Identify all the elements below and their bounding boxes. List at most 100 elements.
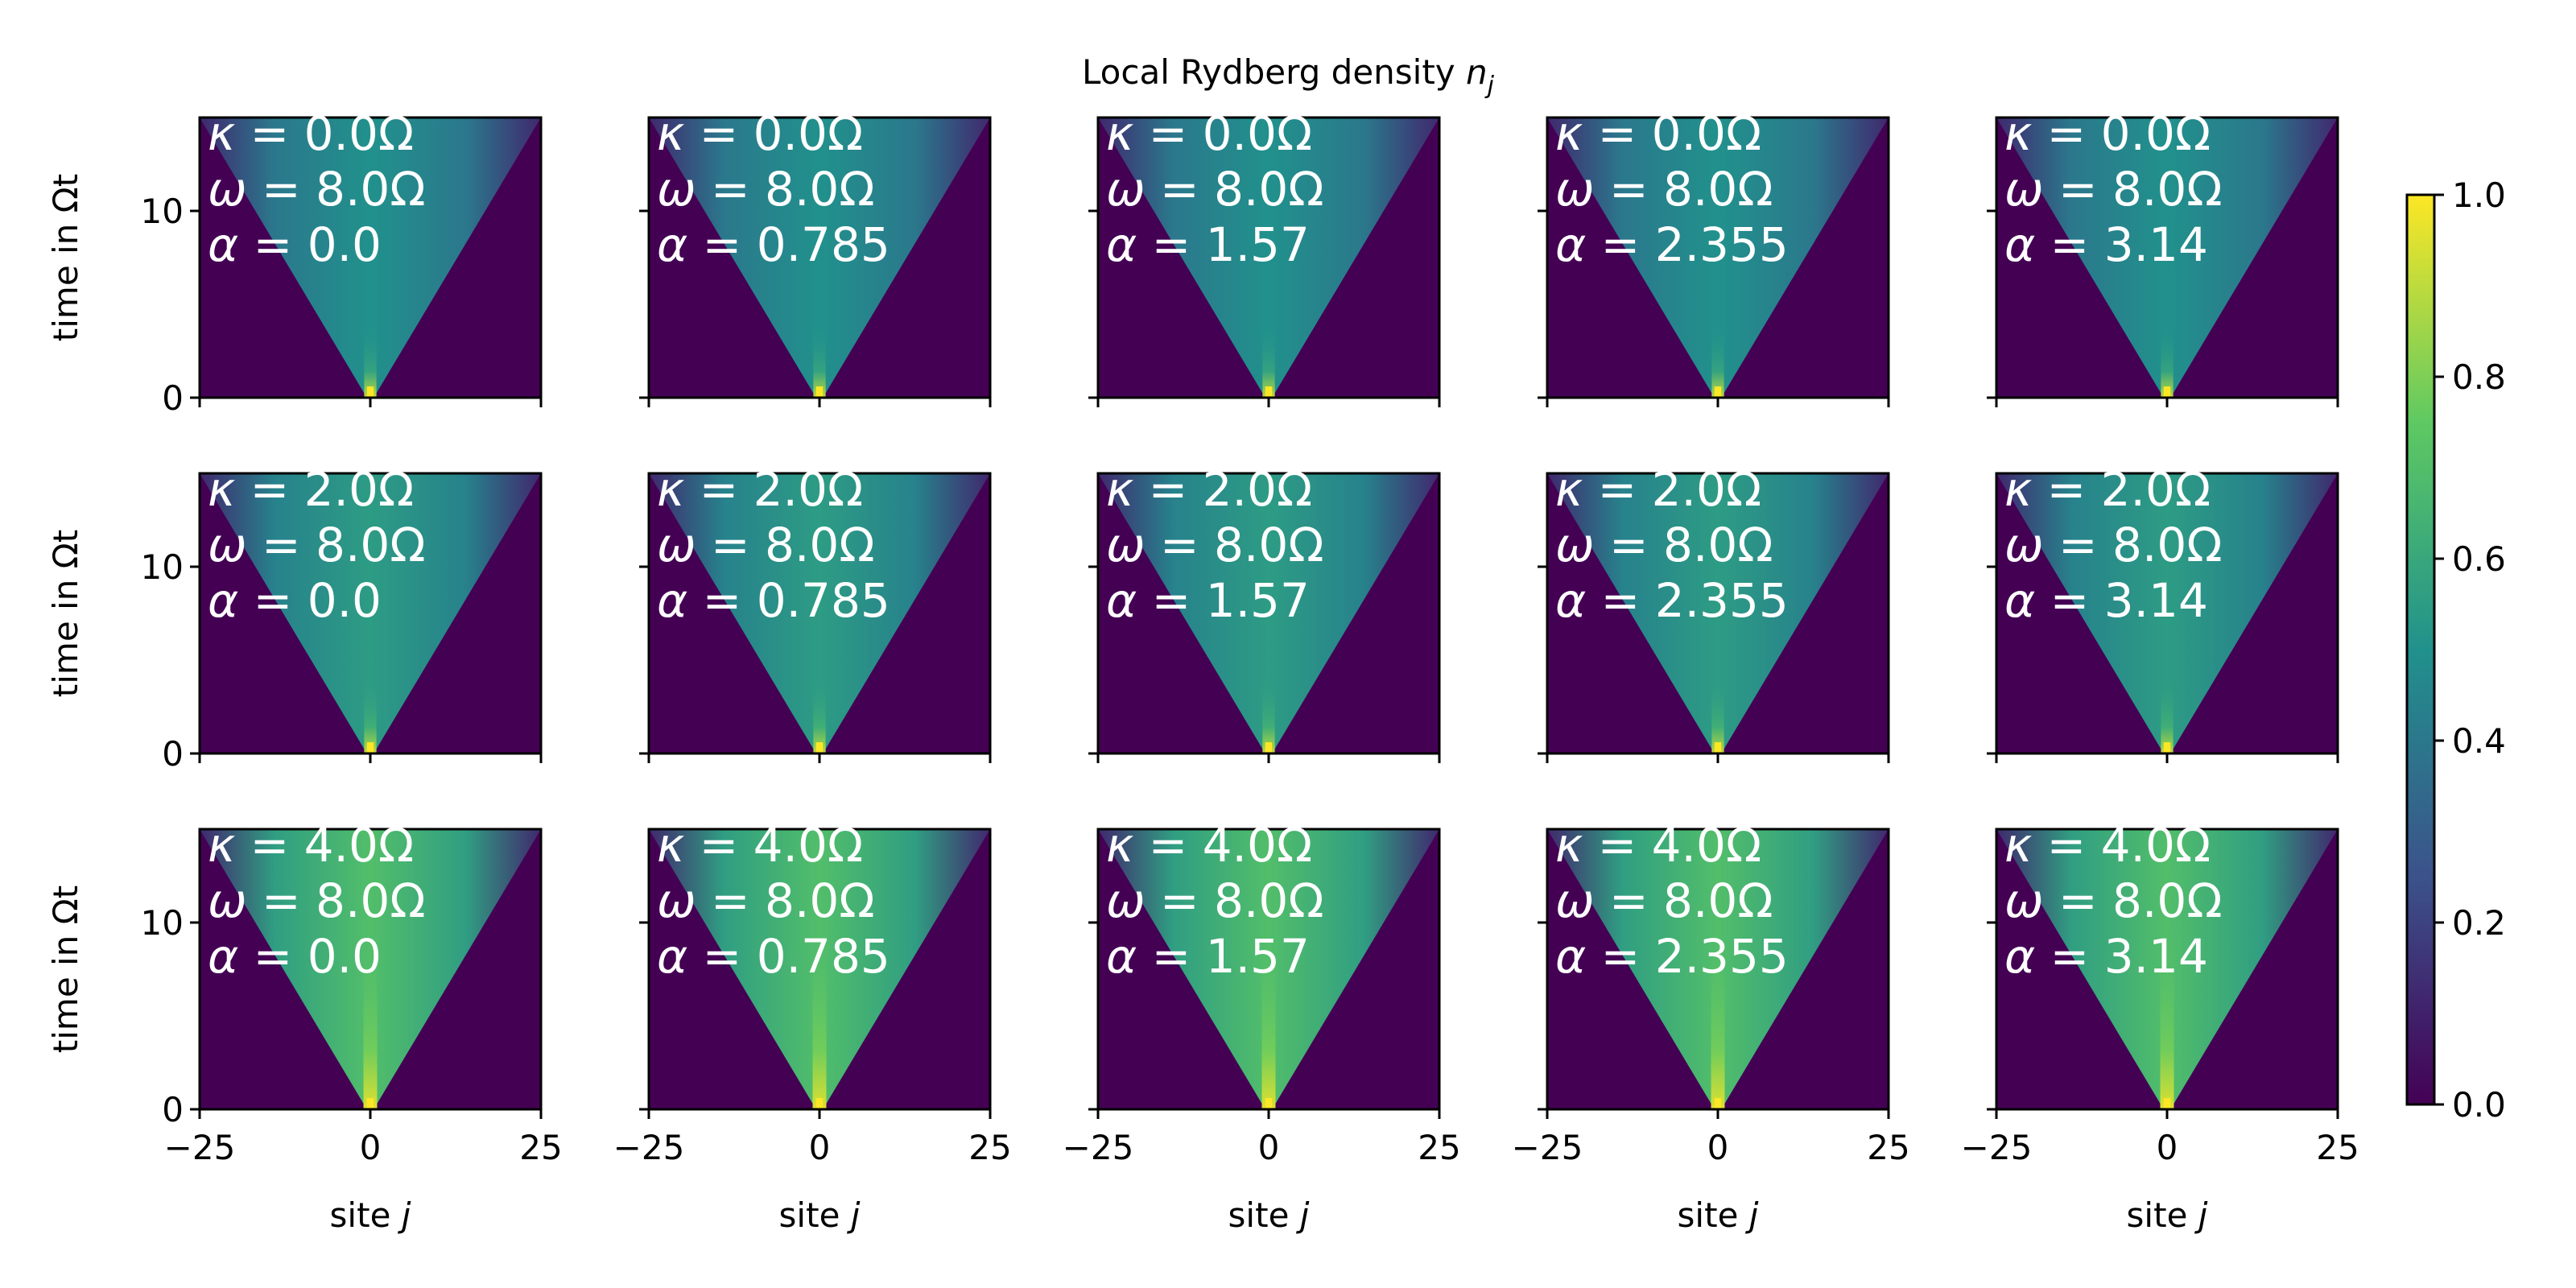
- heatmap-panel-r1-c4: κ = 0.0Ωω = 8.0Ωα = 2.355: [1538, 106, 1890, 407]
- light-cone-core: [1262, 323, 1275, 398]
- light-cone-wedge: [1547, 118, 1889, 398]
- annotation-kappa: κ = 2.0Ω: [1555, 462, 1761, 517]
- colorbar-tick-label: 0.2: [2452, 903, 2506, 943]
- light-cone-core: [1711, 323, 1724, 398]
- annotation-omega: ω = 8.0Ω: [657, 162, 875, 217]
- light-cone-core: [2161, 679, 2174, 753]
- annotation-alpha: α = 0.0: [208, 573, 382, 628]
- annotation-omega: ω = 8.0Ω: [2004, 518, 2223, 572]
- initial-excitation: [1714, 1098, 1722, 1109]
- light-cone-core: [363, 941, 378, 1109]
- annotation-omega: ω = 8.0Ω: [1106, 518, 1324, 572]
- x-tick-label: 25: [968, 1128, 1011, 1167]
- initial-excitation: [815, 386, 824, 398]
- colorbar-tick-label: 0.6: [2452, 539, 2506, 579]
- x-axis-label: site j: [779, 1195, 861, 1235]
- light-cone-wedge: [200, 118, 541, 398]
- heatmap-panel-r1-c1: κ = 0.0Ωω = 8.0Ωα = 0.0 0 10 time in Ωt: [46, 106, 543, 418]
- initial-excitation: [366, 386, 374, 398]
- annotation-kappa: κ = 2.0Ω: [657, 462, 863, 517]
- x-tick-label: 0: [809, 1128, 831, 1167]
- annotation-kappa: κ = 4.0Ω: [657, 818, 863, 873]
- light-cone-wedge: [649, 473, 990, 753]
- y-axis-label: time in Ωt: [46, 886, 85, 1053]
- annotation-alpha: α = 2.355: [1555, 217, 1789, 272]
- x-tick-label: 0: [1707, 1128, 1729, 1167]
- annotation-omega: ω = 8.0Ω: [1555, 873, 1773, 928]
- initial-excitation: [1265, 742, 1273, 753]
- annotation-kappa: κ = 2.0Ω: [208, 462, 414, 517]
- light-cone-wedge: [1098, 118, 1439, 398]
- annotation-kappa: κ = 0.0Ω: [1555, 106, 1761, 161]
- annotation-omega: ω = 8.0Ω: [1555, 162, 1773, 217]
- annotation-omega: ω = 8.0Ω: [657, 518, 875, 572]
- annotation-alpha: α = 2.355: [1555, 573, 1789, 628]
- initial-excitation: [1265, 386, 1273, 398]
- annotation-omega: ω = 8.0Ω: [1555, 518, 1773, 572]
- heatmap-panel-r2-c5: κ = 2.0Ωω = 8.0Ωα = 3.14: [1987, 462, 2339, 763]
- annotation-alpha: α = 1.57: [1106, 217, 1310, 272]
- heatmap-panel-r2-c1: κ = 2.0Ωω = 8.0Ωα = 0.0 0 10 time in Ωt: [46, 462, 543, 774]
- x-tick-label: −25: [1512, 1128, 1583, 1167]
- annotation-kappa: κ = 4.0Ω: [208, 818, 414, 873]
- colorbar-tick-label: 0.0: [2452, 1085, 2506, 1125]
- heatmap-panel-r1-c5: κ = 0.0Ωω = 8.0Ωα = 3.14: [1987, 106, 2339, 407]
- initial-excitation: [1714, 386, 1722, 398]
- x-tick-label: 25: [2316, 1128, 2359, 1167]
- annotation-kappa: κ = 0.0Ω: [657, 106, 863, 161]
- annotation-alpha: α = 0.785: [657, 217, 890, 272]
- initial-excitation: [366, 742, 374, 753]
- colorbar-tick-label: 0.8: [2452, 357, 2506, 397]
- heatmap-panel-r3-c5: κ = 4.0Ωω = 8.0Ωα = 3.14 −25 0 25 site j: [1961, 818, 2359, 1235]
- y-tick-label: 10: [141, 547, 184, 587]
- x-tick-label: −25: [1063, 1128, 1134, 1167]
- annotation-kappa: κ = 4.0Ω: [1106, 818, 1312, 873]
- y-tick-label: 0: [162, 1090, 184, 1129]
- light-cone-core: [813, 679, 826, 753]
- annotation-alpha: α = 0.0: [208, 929, 382, 984]
- figure-title-symbol: n: [1466, 52, 1488, 92]
- x-tick-label: 25: [1867, 1128, 1909, 1167]
- annotation-kappa: κ = 0.0Ω: [2004, 106, 2211, 161]
- heatmap-panel-r1-c3: κ = 0.0Ωω = 8.0Ωα = 1.57: [1088, 106, 1441, 407]
- y-tick-label: 0: [162, 378, 184, 418]
- annotation-alpha: α = 2.355: [1555, 929, 1789, 984]
- annotation-kappa: κ = 4.0Ω: [2004, 818, 2211, 873]
- figure-title-main: Local Rydberg density: [1082, 52, 1466, 92]
- heatmap-panel-r2-c3: κ = 2.0Ωω = 8.0Ωα = 1.57: [1088, 462, 1441, 763]
- initial-excitation: [815, 742, 824, 753]
- annotation-omega: ω = 8.0Ω: [2004, 162, 2223, 217]
- heatmap-panel-r3-c2: κ = 4.0Ωω = 8.0Ωα = 0.785 −25 0 25 site j: [613, 818, 1012, 1235]
- light-cone-core: [2161, 323, 2174, 398]
- x-tick-label: −25: [1961, 1128, 2033, 1167]
- light-cone-core: [812, 941, 827, 1109]
- initial-excitation: [1714, 742, 1722, 753]
- y-tick-label: 10: [141, 903, 184, 943]
- light-cone-wedge: [1996, 473, 2338, 753]
- x-axis-label: site j: [1678, 1195, 1759, 1235]
- light-cone-core: [813, 323, 826, 398]
- heatmap-panel-r1-c2: κ = 0.0Ωω = 8.0Ωα = 0.785: [639, 106, 992, 407]
- initial-excitation: [2163, 742, 2171, 753]
- annotation-kappa: κ = 0.0Ω: [208, 106, 414, 161]
- annotation-alpha: α = 1.57: [1106, 573, 1310, 628]
- figure-title-sub: j: [1484, 72, 1495, 100]
- x-tick-label: −25: [164, 1128, 236, 1167]
- initial-excitation: [1265, 1098, 1273, 1109]
- heatmap-panel-r3-c3: κ = 4.0Ωω = 8.0Ωα = 1.57 −25 0 25 site j: [1063, 818, 1461, 1235]
- light-cone-core: [1711, 679, 1724, 753]
- annotation-alpha: α = 0.785: [657, 573, 890, 628]
- annotation-alpha: α = 3.14: [2004, 929, 2208, 984]
- light-cone-core: [1711, 941, 1725, 1109]
- annotation-alpha: α = 1.57: [1106, 929, 1310, 984]
- light-cone-wedge: [1098, 473, 1439, 753]
- annotation-omega: ω = 8.0Ω: [208, 518, 426, 572]
- colorbar-tick-label: 0.4: [2452, 721, 2506, 761]
- heatmap-panel-r2-c2: κ = 2.0Ωω = 8.0Ωα = 0.785: [639, 462, 992, 763]
- annotation-omega: ω = 8.0Ω: [1106, 162, 1324, 217]
- annotation-kappa: κ = 2.0Ω: [2004, 462, 2211, 517]
- annotation-alpha: α = 3.14: [2004, 573, 2208, 628]
- x-tick-label: 0: [1258, 1128, 1280, 1167]
- light-cone-core: [364, 323, 377, 398]
